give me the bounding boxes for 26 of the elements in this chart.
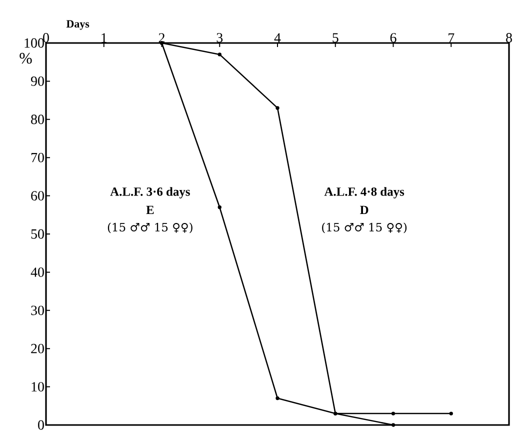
x-tick-label: 6 [390, 33, 396, 42]
annotation: A.L.F. 4·8 days [324, 187, 404, 198]
y-tick-label: 30 [31, 306, 44, 316]
y-tick-label: 10 [32, 382, 44, 392]
annotation: (15 ♂♂ 15 ♀♀) [108, 222, 192, 234]
x-axis-title: Days [66, 20, 90, 30]
annotation: (15 ♂♂ 15 ♀♀) [322, 222, 407, 234]
y-tick-label: 0 [38, 420, 44, 430]
x-tick-label: 1 [102, 33, 107, 42]
y-tick-label: 60 [31, 191, 44, 201]
y-tick-label: 80 [31, 114, 44, 124]
x-tick-label: 3 [216, 33, 223, 42]
annotation: D [360, 206, 368, 214]
y-axis-title: % [20, 52, 32, 64]
y-tick-label: 50 [31, 229, 44, 239]
x-tick-label: 8 [506, 33, 512, 42]
annotation: E [146, 206, 154, 214]
y-tick-label: 70 [31, 152, 44, 162]
annotation: A.L.F. 3·6 days [110, 187, 190, 198]
x-tick-label: 7 [448, 33, 454, 42]
x-tick-label: 4 [274, 33, 281, 42]
x-tick-label: 5 [332, 33, 338, 42]
y-tick-label: 40 [30, 267, 44, 277]
y-tick-label: 100 [24, 38, 44, 48]
y-tick-label: 20 [31, 344, 44, 354]
y-tick-label: 90 [30, 76, 44, 86]
